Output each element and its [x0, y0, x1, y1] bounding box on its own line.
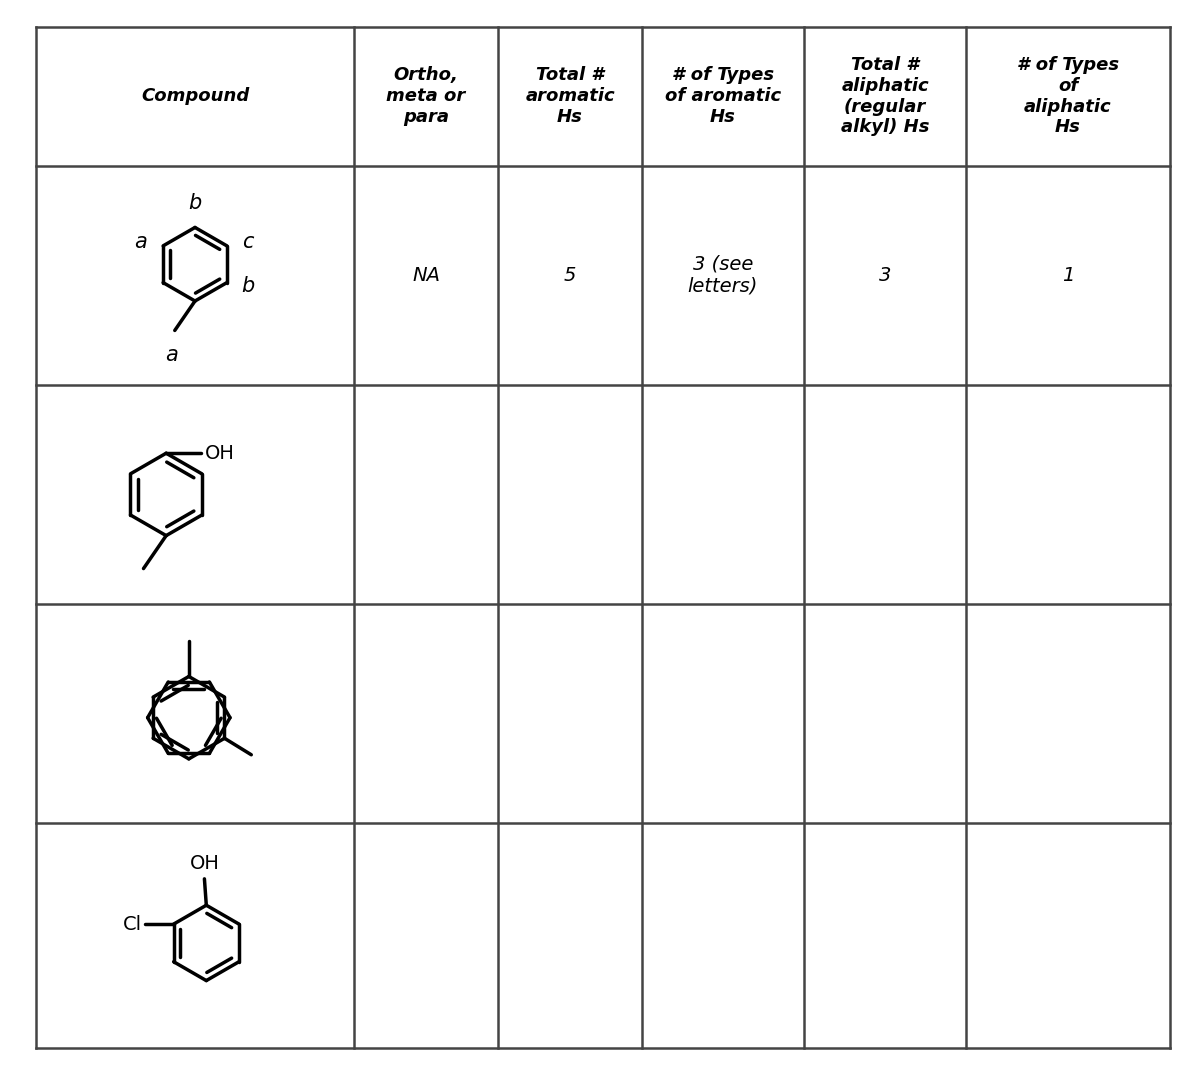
- Text: # of Types
of
aliphatic
Hs: # of Types of aliphatic Hs: [1016, 56, 1120, 137]
- Text: Total #
aliphatic
(regular
alkyl) Hs: Total # aliphatic (regular alkyl) Hs: [841, 56, 929, 137]
- Text: a: a: [164, 345, 178, 366]
- Text: 3 (see
letters): 3 (see letters): [688, 254, 758, 296]
- Text: b: b: [241, 276, 254, 296]
- Text: b: b: [188, 193, 202, 214]
- Text: OH: OH: [204, 444, 234, 463]
- Text: Cl: Cl: [122, 915, 142, 933]
- Text: Total #
aromatic
Hs: Total # aromatic Hs: [526, 66, 614, 126]
- Text: Compound: Compound: [140, 88, 250, 105]
- Text: # of Types
of aromatic
Hs: # of Types of aromatic Hs: [665, 66, 781, 126]
- Text: OH: OH: [190, 854, 220, 873]
- Text: 1: 1: [1062, 266, 1074, 284]
- Text: NA: NA: [412, 266, 440, 284]
- Text: 3: 3: [878, 266, 892, 284]
- Text: c: c: [241, 232, 253, 252]
- Text: Ortho,
meta or
para: Ortho, meta or para: [386, 66, 466, 126]
- Text: a: a: [134, 232, 146, 252]
- Text: 5: 5: [564, 266, 576, 284]
